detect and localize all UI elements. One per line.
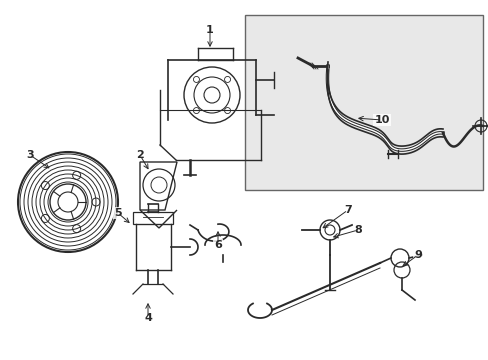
Text: 8: 8	[353, 225, 361, 235]
Text: 1: 1	[206, 25, 213, 35]
Text: 10: 10	[373, 115, 389, 125]
Text: 7: 7	[344, 205, 351, 215]
Text: 5: 5	[114, 208, 122, 218]
Text: 3: 3	[26, 150, 34, 160]
Text: 9: 9	[413, 250, 421, 260]
Text: 4: 4	[144, 313, 152, 323]
Bar	[244, 15, 482, 190]
Text: 2: 2	[136, 150, 143, 160]
Text: 6: 6	[214, 240, 222, 250]
